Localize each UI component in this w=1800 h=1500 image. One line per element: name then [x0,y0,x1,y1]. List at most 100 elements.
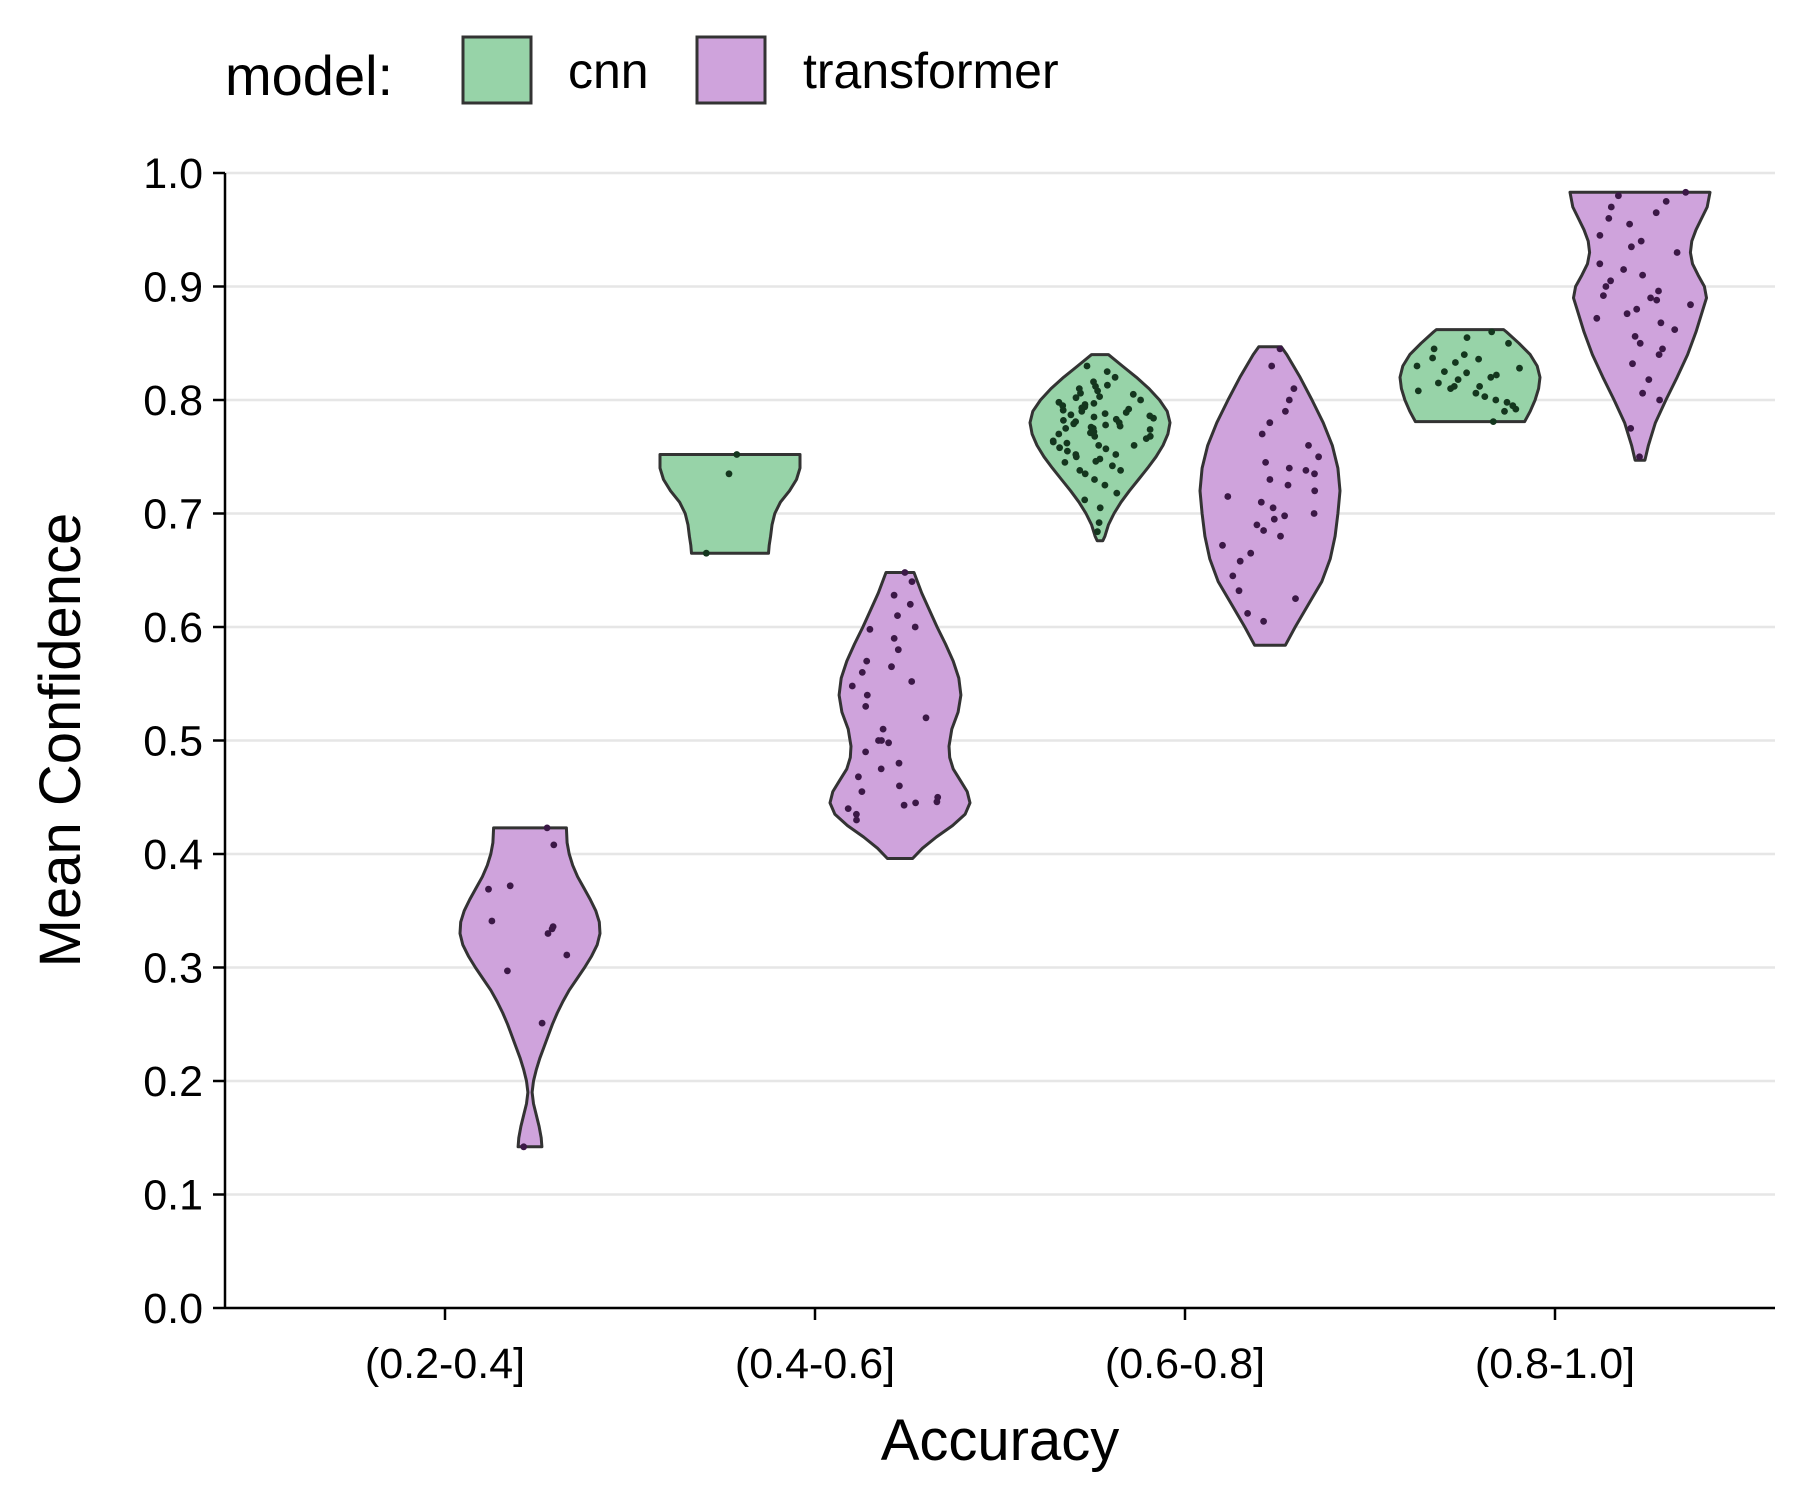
point-transformer [1656,396,1663,404]
point-transformer [895,759,903,767]
point-cnn [1488,328,1496,336]
y-tick-label: 0.0 [143,1285,203,1333]
y-tick-label: 0.3 [143,945,203,993]
point-transformer [908,678,916,685]
point-transformer [1647,294,1654,302]
y-tick-label: 0.6 [143,604,203,652]
point-transformer [1310,510,1318,517]
point-transformer [922,714,930,722]
point-transformer [885,739,892,747]
point-cnn [1102,445,1110,453]
point-cnn [1501,407,1508,415]
point-transformer [896,782,903,790]
point-transformer [894,612,901,619]
point-cnn [1090,413,1098,421]
gridlines [225,171,1775,1310]
point-transformer [890,635,898,642]
point-transformer [1236,557,1244,565]
point-transformer [1596,232,1604,239]
point-transformer [862,748,869,756]
point-transformer [1607,203,1615,211]
point-cnn [1463,369,1470,377]
legend-label-cnn: cnn [568,43,649,99]
violin-cnn-3 [1398,328,1542,424]
point-cnn [1070,420,1078,428]
point-cnn [1146,432,1154,440]
legend-swatch-cnn [461,35,533,105]
point-transformer [1655,287,1662,295]
violin-cnn-1 [658,453,802,555]
point-cnn [1137,396,1144,404]
point-transformer [1607,277,1614,285]
point-transformer [1270,515,1278,523]
point-transformer [890,591,898,599]
point-cnn [1081,470,1089,478]
point-cnn [1505,339,1512,347]
point-cnn [1414,387,1422,395]
point-cnn [1146,426,1154,433]
point-cnn [1096,504,1104,512]
legend-label-transformer: transformer [803,43,1059,99]
point-cnn [1055,430,1063,438]
point-transformer [1302,467,1310,474]
point-transformer [1652,209,1660,217]
point-transformer [1269,504,1277,512]
point-transformer [853,816,860,824]
point-transformer [1687,301,1694,309]
point-transformer [1615,192,1622,200]
point-cnn [1509,402,1517,410]
point-transformer [1633,305,1641,313]
point-transformer [1253,521,1261,529]
point-cnn [1112,415,1120,423]
point-transformer [1600,292,1607,299]
point-transformer [1659,345,1666,353]
point-transformer [1673,249,1681,256]
point-cnn [1092,383,1099,390]
x-tick-label: (0.8-1.0] [1475,1340,1635,1388]
point-transformer [1284,481,1292,489]
point-transformer [866,625,874,633]
point-transformer [901,569,909,576]
point-cnn [1090,400,1098,407]
point-transformer [485,885,492,893]
y-tick-label: 1.0 [143,150,203,198]
point-transformer [1639,389,1646,397]
point-transformer [506,882,514,890]
point-transformer [1627,425,1635,432]
point-transformer [1645,376,1653,383]
point-cnn [1113,489,1121,497]
point-cnn [1056,444,1063,452]
point-cnn [1049,438,1057,446]
point-transformer [1305,442,1312,449]
point-transformer [550,841,558,849]
point-cnn [1450,383,1458,390]
point-cnn [1472,389,1480,397]
point-transformer [862,703,870,710]
point-cnn [1092,457,1100,465]
point-transformer [878,737,885,744]
point-cnn [1091,476,1098,483]
point-cnn [1481,393,1489,400]
legend-title: model: [225,44,393,107]
x-ticks: (0.2-0.4] (0.4-0.6] (0.6-0.8] (0.8-1.0] [365,1308,1635,1388]
legend: model: cnn transformer [225,35,1059,107]
point-cnn [1063,439,1071,447]
point-cnn [1101,481,1109,489]
violin-transformer-2 [1198,345,1342,647]
point-cnn [1104,381,1111,389]
point-cnn [1435,379,1442,387]
point-transformer [1628,243,1635,251]
y-axis-title: Mean Confidence [28,513,93,968]
point-transformer [543,824,551,832]
point-transformer [1224,493,1232,500]
point-cnn [1064,447,1071,455]
point-transformer [548,925,556,933]
point-transformer [1290,385,1298,392]
point-cnn [1059,402,1067,410]
point-transformer [1277,532,1284,540]
point-transformer [900,801,908,809]
point-cnn [1077,389,1084,397]
point-transformer [1653,296,1661,304]
point-cnn [1441,368,1448,375]
